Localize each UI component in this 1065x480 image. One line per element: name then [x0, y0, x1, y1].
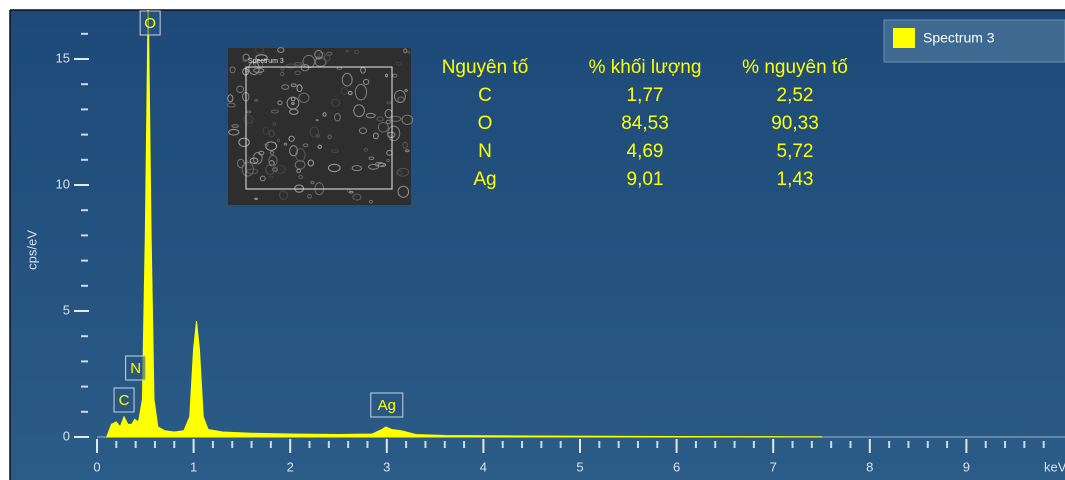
x-tick-label: 5 [576, 459, 583, 474]
x-tick-label: 0 [93, 459, 100, 474]
table-cell: 5,72 [777, 141, 814, 162]
peak-label: N [130, 360, 141, 377]
table-header: Nguyên tố [442, 57, 529, 78]
table-cell: O [478, 113, 493, 134]
y-tick-label: 10 [56, 176, 70, 191]
peak-label: Ag [378, 397, 396, 414]
x-tick-label: 7 [770, 459, 777, 474]
table-cell: C [478, 85, 492, 106]
legend-label: Spectrum 3 [923, 30, 995, 46]
chart: cps/eV keV Spectrum 3 Spectrum 3 0 1 2 3 4 5 6… [0, 0, 1065, 480]
table-cell: 9,01 [627, 169, 664, 190]
x-tick-label: 4 [480, 459, 487, 474]
plot-background [10, 10, 1065, 480]
y-tick-label: 5 [63, 302, 70, 317]
x-tick-label: 8 [866, 459, 873, 474]
table-header: % nguyên tố [742, 57, 848, 78]
y-axis-label: cps/eV [24, 230, 39, 270]
x-tick-label: 6 [673, 459, 680, 474]
legend: Spectrum 3 [884, 20, 1065, 62]
x-tick-label: 1 [190, 459, 197, 474]
table-cell: 4,69 [627, 141, 664, 162]
sem-image [228, 48, 411, 205]
table-cell: 84,53 [621, 113, 669, 134]
peak-label: O [144, 15, 156, 32]
table-cell: 1,43 [777, 169, 814, 190]
table-header: % khối lượng [589, 57, 702, 78]
y-tick-label: 0 [63, 428, 70, 443]
x-tick-label: 9 [963, 459, 970, 474]
table-cell: 1,77 [627, 85, 664, 106]
page: {"chart_data": { "type": "area", "x_labe… [0, 0, 1065, 480]
table-cell: N [478, 141, 492, 162]
sem-inset: Spectrum 3 [227, 47, 412, 205]
legend-swatch [893, 28, 915, 48]
x-tick-label: 2 [287, 459, 294, 474]
y-tick-label: 15 [56, 50, 70, 65]
table-cell: 90,33 [771, 113, 819, 134]
inset-label: Spectrum 3 [248, 58, 284, 65]
table-cell: 2,52 [777, 85, 814, 106]
peak-label: C [119, 392, 130, 409]
x-axis-label: keV [1044, 459, 1065, 474]
x-tick-label: 3 [383, 459, 390, 474]
table-cell: Ag [473, 169, 496, 190]
